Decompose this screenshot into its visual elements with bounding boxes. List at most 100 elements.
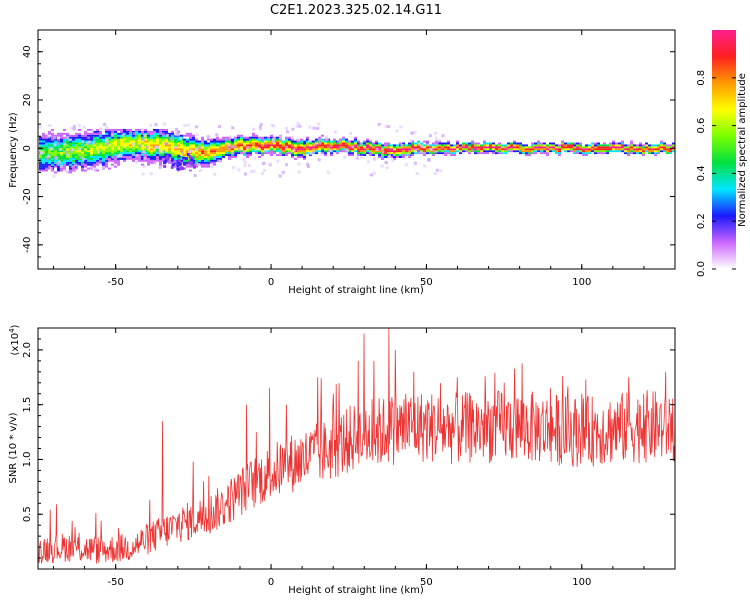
spectrogram-cell: [372, 148, 375, 151]
spectrogram-cell: [258, 140, 261, 143]
spectrogram-cell: [114, 152, 117, 155]
spectrogram-cell: [372, 146, 375, 149]
spectrogram-cell: [186, 144, 189, 147]
spectrogram-speckle: [387, 155, 391, 159]
spectrogram-speckle: [82, 157, 86, 161]
spectrogram-cell: [264, 142, 267, 145]
spectrogram-cell: [564, 150, 567, 153]
spectrogram-cell: [153, 140, 156, 143]
spectrogram-cell: [279, 138, 282, 141]
spectrogram-cell: [267, 152, 270, 155]
spectrogram-cell: [447, 146, 450, 149]
spectrogram-cell: [339, 142, 342, 145]
spectrogram-cell: [492, 146, 495, 149]
spectrogram-speckle: [292, 148, 296, 152]
spectrogram-cell: [444, 148, 447, 151]
spectrogram-cell: [66, 163, 69, 166]
spectrogram-cell: [141, 140, 144, 143]
spectrogram-cell: [147, 150, 150, 153]
spectrogram-speckle: [53, 143, 57, 147]
spectrogram-cell: [285, 142, 288, 145]
spectrogram-cell: [162, 136, 165, 139]
spectrogram-cell: [168, 146, 171, 149]
spectrogram-cell: [135, 148, 138, 151]
spectrogram-cell: [156, 128, 159, 131]
spectrogram-speckle: [69, 149, 73, 153]
spectrogram-cell: [405, 146, 408, 149]
spectrogram-cell: [51, 142, 54, 145]
spectrogram-cell: [225, 150, 228, 153]
spectrogram-speckle: [142, 150, 146, 154]
spectrogram-cell: [255, 134, 258, 137]
spectrogram-cell: [270, 138, 273, 141]
spectrogram-speckle: [141, 138, 145, 142]
spectrogram-cell: [90, 163, 93, 166]
spectrogram-speckle: [156, 145, 160, 149]
spectrogram-cell: [105, 161, 108, 164]
spectrogram-cell: [573, 144, 576, 147]
spectrogram-cell: [75, 156, 78, 158]
spectrogram-cell: [141, 136, 144, 139]
spectrogram-cell: [144, 148, 147, 151]
spectrogram-cell: [51, 134, 54, 137]
spectrogram-cell: [492, 142, 495, 145]
spectrogram-cell: [105, 156, 108, 158]
spectrogram-cell: [276, 154, 279, 157]
spectrogram-cell: [159, 148, 162, 151]
spectrogram-cell: [54, 134, 57, 137]
spectrogram-cell: [402, 156, 405, 158]
spectrogram-cell: [135, 134, 138, 137]
spectrogram-cell: [312, 142, 315, 145]
spectrogram-cell: [387, 148, 390, 151]
spectrogram-cell: [126, 150, 129, 153]
spectrogram-cell: [138, 159, 141, 162]
spectrogram-cell: [165, 140, 168, 143]
spectrogram-cell: [606, 150, 609, 153]
spectrogram-speckle: [143, 156, 147, 160]
spectrogram-cell: [114, 159, 117, 162]
spectrogram-cell: [243, 142, 246, 145]
spectrogram-cell: [579, 146, 582, 149]
spectrogram-cell: [204, 142, 207, 145]
spectrogram-cell: [87, 148, 90, 151]
spectrogram-speckle: [428, 134, 432, 138]
spectrogram-cell: [411, 150, 414, 153]
spectrogram-cell: [672, 144, 675, 147]
spectrogram-speckle: [317, 122, 321, 126]
spectrogram-speckle: [87, 140, 91, 144]
spectrogram-cell: [426, 150, 429, 153]
spectrogram-speckle: [372, 171, 376, 175]
spectrogram-cell: [39, 156, 42, 158]
spectrogram-cell: [45, 140, 48, 143]
spectrogram-cell: [354, 148, 357, 151]
spectrogram-speckle: [400, 143, 404, 147]
spectrogram-cell: [579, 144, 582, 147]
spectrogram-cell: [285, 144, 288, 147]
spectrogram-cell: [447, 150, 450, 153]
spectrogram-speckle: [430, 148, 434, 152]
spectrogram-cell: [87, 163, 90, 166]
spectrogram-cell: [594, 150, 597, 153]
spectrogram-cell: [216, 144, 219, 147]
spectrogram-cell: [603, 152, 606, 155]
spectrogram-cell: [45, 165, 48, 168]
spectrogram-cell: [48, 146, 51, 149]
spectrogram-cell: [330, 148, 333, 151]
spectrogram-cell: [219, 146, 222, 149]
spectrogram-cell: [39, 138, 42, 141]
spectrogram-cell: [147, 144, 150, 147]
spectrogram-cell: [144, 154, 147, 157]
spectrogram-cell: [153, 144, 156, 147]
spectrogram-cell: [99, 159, 102, 162]
spectrogram-cell: [165, 138, 168, 141]
spectrogram-cell: [84, 144, 87, 147]
spectrogram-cell: [252, 146, 255, 149]
spectrogram-cell: [627, 144, 630, 147]
spectrogram-cell: [561, 148, 564, 151]
spectrogram-cell: [372, 144, 375, 147]
spectrogram-speckle: [183, 124, 187, 128]
spectrogram-cell: [129, 144, 132, 147]
spectrogram-cell: [84, 159, 87, 162]
spectrogram-cell: [102, 136, 105, 139]
spectrogram-cell: [162, 138, 165, 141]
